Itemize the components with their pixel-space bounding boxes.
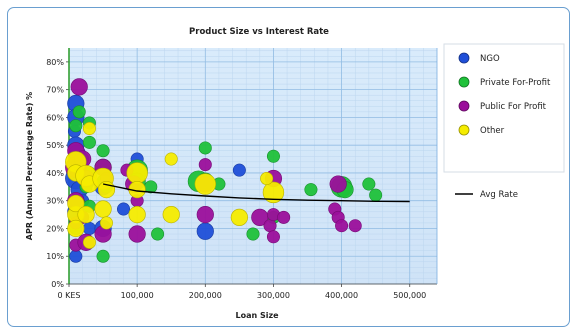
x-tick-label: 300,000 xyxy=(257,291,290,300)
y-tick-label: 80% xyxy=(46,58,64,67)
bubble-other[interactable] xyxy=(94,200,112,218)
bubble-other[interactable] xyxy=(82,235,96,249)
bubble-private-for-profit[interactable] xyxy=(266,149,280,163)
bubble-public-for-profit[interactable] xyxy=(335,219,349,233)
legend-swatch-public-for-profit xyxy=(458,100,470,112)
legend-label-public-for-profit: Public For Profit xyxy=(480,102,547,112)
bubble-other[interactable] xyxy=(67,219,85,238)
x-tick-label: 500,000 xyxy=(393,291,426,300)
bubble-other[interactable] xyxy=(262,181,285,204)
bubble-ngo[interactable] xyxy=(196,222,214,240)
bubble-ngo[interactable] xyxy=(69,249,83,263)
bubble-private-for-profit[interactable] xyxy=(82,135,96,149)
legend-label-ngo: NGO xyxy=(480,54,500,64)
y-tick-label: 30% xyxy=(46,197,64,206)
bubble-other[interactable] xyxy=(97,181,116,199)
bubble-other[interactable] xyxy=(126,162,148,184)
x-tick-label: 400,000 xyxy=(325,291,358,300)
x-axis-label: Loan Size xyxy=(235,311,279,320)
x-tick-label: 100,000 xyxy=(121,291,154,300)
bubble-other[interactable] xyxy=(67,194,85,213)
data-marks xyxy=(65,78,410,263)
bubble-private-for-profit[interactable] xyxy=(198,141,212,155)
y-tick-label: 20% xyxy=(46,224,64,233)
bubble-public-for-profit[interactable] xyxy=(277,210,291,224)
x-tick-label: 200,000 xyxy=(189,291,222,300)
y-tick-label: 0% xyxy=(51,280,64,289)
bubble-other[interactable] xyxy=(260,171,274,185)
bubble-other[interactable] xyxy=(82,122,96,136)
y-tick-label: 10% xyxy=(46,252,64,261)
bubble-other[interactable] xyxy=(99,216,113,230)
bubble-private-for-profit[interactable] xyxy=(72,105,86,119)
bubble-other[interactable] xyxy=(77,205,95,224)
bubble-ngo[interactable] xyxy=(232,163,246,177)
legend-label-avg-rate: Avg Rate xyxy=(480,190,518,200)
bubble-public-for-profit[interactable] xyxy=(329,175,347,193)
y-tick-label: 70% xyxy=(46,86,64,95)
y-tick-label: 40% xyxy=(46,169,64,178)
legend-swatch-other xyxy=(458,124,470,136)
bubble-private-for-profit[interactable] xyxy=(96,249,110,263)
legend-label-other: Other xyxy=(480,126,505,136)
bubble-public-for-profit[interactable] xyxy=(198,158,212,172)
y-tick-label: 60% xyxy=(46,113,64,122)
bubble-public-for-profit[interactable] xyxy=(196,205,214,224)
bubble-private-for-profit[interactable] xyxy=(151,227,165,241)
bubble-public-for-profit[interactable] xyxy=(266,230,280,244)
y-axis-label: APR (Annual Percentage Rate) % xyxy=(25,92,34,240)
bubble-other[interactable] xyxy=(128,205,146,224)
bubble-private-for-profit[interactable] xyxy=(369,188,383,202)
bubble-private-for-profit[interactable] xyxy=(304,183,318,197)
x-tick-label: 0 KES xyxy=(57,291,80,300)
legend: NGO Private For-Profit Public For Profit Ot… xyxy=(443,43,565,200)
chart-title: Product Size vs Interest Rate xyxy=(189,27,329,37)
bubble-private-for-profit[interactable] xyxy=(69,119,83,133)
y-tick-label: 50% xyxy=(46,141,64,150)
bubble-other[interactable] xyxy=(162,205,180,224)
legend-swatch-ngo xyxy=(458,52,470,64)
avg-rate-line xyxy=(102,183,410,203)
bubble-ngo[interactable] xyxy=(82,221,96,235)
bubble-other[interactable] xyxy=(230,208,248,226)
legend-label-private-for-profit: Private For-Profit xyxy=(480,78,551,88)
bubble-public-for-profit[interactable] xyxy=(348,219,362,233)
bubble-private-for-profit[interactable] xyxy=(246,227,260,241)
bubble-private-for-profit[interactable] xyxy=(362,177,376,191)
bubble-ngo[interactable] xyxy=(117,202,131,216)
bubble-other[interactable] xyxy=(194,173,216,195)
bubble-public-for-profit[interactable] xyxy=(70,78,88,96)
legend-swatch-private-for-profit xyxy=(458,76,470,88)
bubble-private-for-profit[interactable] xyxy=(96,144,110,158)
bubble-public-for-profit[interactable] xyxy=(263,219,277,233)
grid-lines xyxy=(68,48,437,285)
bubble-other[interactable] xyxy=(164,152,178,166)
bubble-public-for-profit[interactable] xyxy=(128,225,146,243)
